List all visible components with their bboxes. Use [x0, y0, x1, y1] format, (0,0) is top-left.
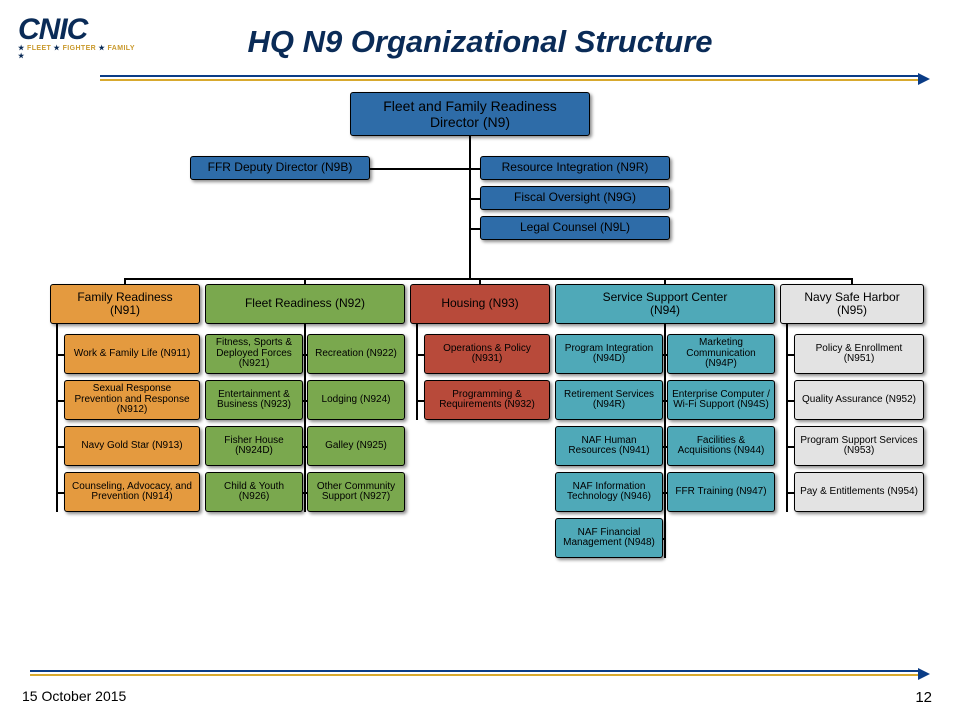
org-box: NAF Financial Management (N948): [555, 518, 663, 558]
org-box: Recreation (N922): [307, 334, 405, 374]
org-box: Work & Family Life (N911): [64, 334, 200, 374]
org-box: Operations & Policy (N931): [424, 334, 550, 374]
rule-bottom: [30, 670, 930, 678]
org-box: Quality Assurance (N952): [794, 380, 924, 420]
org-box: Program Support Services (N953): [794, 426, 924, 466]
footer-date: 15 October 2015: [22, 688, 126, 704]
org-box: Child & Youth (N926): [205, 472, 303, 512]
org-box: Counseling, Advocacy, and Prevention (N9…: [64, 472, 200, 512]
org-box: Legal Counsel (N9L): [480, 216, 670, 240]
org-box: Fisher House (N924D): [205, 426, 303, 466]
org-box: Fitness, Sports & Deployed Forces (N921): [205, 334, 303, 374]
org-box: Facilities & Acquisitions (N944): [667, 426, 775, 466]
org-box: Policy & Enrollment (N951): [794, 334, 924, 374]
org-box: FFR Training (N947): [667, 472, 775, 512]
org-box: FFR Deputy Director (N9B): [190, 156, 370, 180]
org-box: Fleet Readiness (N92): [205, 284, 405, 324]
footer-page: 12: [915, 689, 932, 706]
org-box: Program Integration (N94D): [555, 334, 663, 374]
org-box: Marketing Communication (N94P): [667, 334, 775, 374]
org-box: Service Support Center(N94): [555, 284, 775, 324]
org-box: Retirement Services (N94R): [555, 380, 663, 420]
org-box: Galley (N925): [307, 426, 405, 466]
rule-top: [100, 75, 930, 83]
org-box: Navy Safe Harbor(N95): [780, 284, 924, 324]
org-box: Enterprise Computer / Wi-Fi Support (N94…: [667, 380, 775, 420]
org-box: Entertainment & Business (N923): [205, 380, 303, 420]
org-box: Programming & Requirements (N932): [424, 380, 550, 420]
org-chart: Fleet and Family ReadinessDirector (N9) F…: [50, 92, 932, 662]
org-box: Housing (N93): [410, 284, 550, 324]
org-box: Fiscal Oversight (N9G): [480, 186, 670, 210]
org-box: Sexual Response Prevention and Response …: [64, 380, 200, 420]
org-box: Family Readiness(N91): [50, 284, 200, 324]
org-box: Pay & Entitlements (N954): [794, 472, 924, 512]
org-box: Lodging (N924): [307, 380, 405, 420]
org-box: Fleet and Family ReadinessDirector (N9): [350, 92, 590, 136]
org-box: Other Community Support (N927): [307, 472, 405, 512]
org-box: NAF Human Resources (N941): [555, 426, 663, 466]
org-box: NAF Information Technology (N946): [555, 472, 663, 512]
org-box: Resource Integration (N9R): [480, 156, 670, 180]
page-title: HQ N9 Organizational Structure: [0, 24, 960, 60]
org-box: Navy Gold Star (N913): [64, 426, 200, 466]
